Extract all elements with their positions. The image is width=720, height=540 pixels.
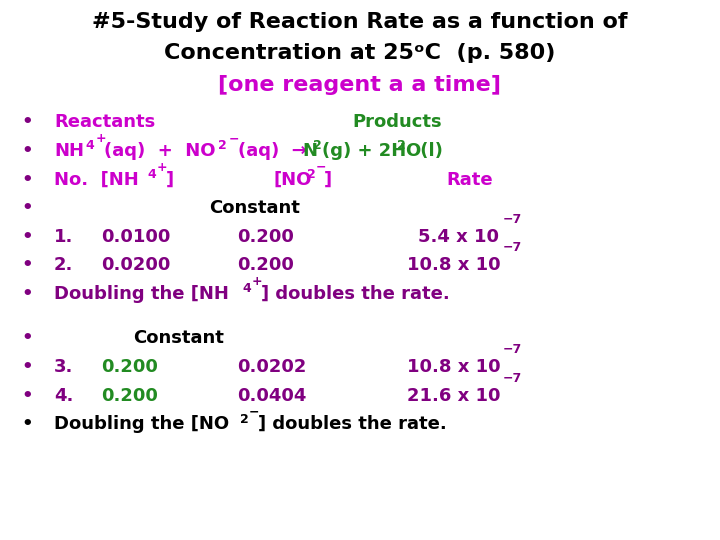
Text: •: • — [22, 285, 33, 303]
Text: ] doubles the rate.: ] doubles the rate. — [261, 285, 449, 303]
Text: 0.0200: 0.0200 — [101, 256, 170, 274]
Text: 2: 2 — [218, 139, 227, 152]
Text: •: • — [22, 256, 33, 274]
Text: 4: 4 — [148, 168, 156, 181]
Text: [NO: [NO — [274, 171, 312, 188]
Text: 0.200: 0.200 — [101, 358, 158, 376]
Text: Doubling the [NH: Doubling the [NH — [54, 285, 229, 303]
Text: 3.: 3. — [54, 358, 73, 376]
Text: 4: 4 — [85, 139, 94, 152]
Text: −: − — [315, 161, 326, 174]
Text: 10.8 x 10: 10.8 x 10 — [407, 358, 500, 376]
Text: (aq)  +  NO: (aq) + NO — [104, 142, 216, 160]
Text: •: • — [22, 358, 33, 376]
Text: −: − — [229, 132, 240, 145]
Text: 21.6 x 10: 21.6 x 10 — [407, 387, 500, 404]
Text: ]: ] — [166, 171, 174, 188]
Text: 1.: 1. — [54, 228, 73, 246]
Text: 4.: 4. — [54, 387, 73, 404]
Text: 0.0404: 0.0404 — [238, 387, 307, 404]
Text: Rate: Rate — [446, 171, 493, 188]
Text: •: • — [22, 329, 33, 347]
Text: •: • — [22, 142, 33, 160]
Text: Doubling the [NO: Doubling the [NO — [54, 415, 229, 433]
Text: +: + — [96, 132, 107, 145]
Text: −7: −7 — [503, 372, 522, 384]
Text: ]: ] — [324, 171, 332, 188]
Text: +: + — [157, 161, 168, 174]
Text: −7: −7 — [503, 213, 522, 226]
Text: Constant: Constant — [133, 329, 224, 347]
Text: [one reagent a a time]: [one reagent a a time] — [218, 75, 502, 94]
Text: 0.200: 0.200 — [101, 387, 158, 404]
Text: •: • — [22, 387, 33, 404]
Text: (aq)  →: (aq) → — [238, 142, 307, 160]
Text: •: • — [22, 199, 33, 217]
Text: 0.0202: 0.0202 — [238, 358, 307, 376]
Text: 5.4 x 10: 5.4 x 10 — [418, 228, 498, 246]
Text: •: • — [22, 228, 33, 246]
Text: •: • — [22, 171, 33, 188]
Text: 2: 2 — [240, 413, 248, 426]
Text: N: N — [302, 142, 318, 160]
Text: Reactants: Reactants — [54, 113, 156, 131]
Text: 0.0100: 0.0100 — [101, 228, 170, 246]
Text: 2: 2 — [397, 139, 406, 152]
Text: (g) + 2H: (g) + 2H — [322, 142, 406, 160]
Text: O(l): O(l) — [405, 142, 444, 160]
Text: 2: 2 — [307, 168, 315, 181]
Text: −: − — [249, 406, 260, 419]
Text: +: + — [252, 275, 263, 288]
Text: #5-Study of Reaction Rate as a function of: #5-Study of Reaction Rate as a function … — [92, 12, 628, 32]
Text: No.  [NH: No. [NH — [54, 171, 139, 188]
Text: 2.: 2. — [54, 256, 73, 274]
Text: Constant: Constant — [209, 199, 300, 217]
Text: 4: 4 — [243, 282, 251, 295]
Text: ] doubles the rate.: ] doubles the rate. — [258, 415, 446, 433]
Text: 10.8 x 10: 10.8 x 10 — [407, 256, 500, 274]
Text: •: • — [22, 113, 33, 131]
Text: NH: NH — [54, 142, 84, 160]
Text: 0.200: 0.200 — [238, 228, 294, 246]
Text: Products: Products — [353, 113, 442, 131]
Text: •: • — [22, 415, 33, 433]
Text: 0.200: 0.200 — [238, 256, 294, 274]
Text: −7: −7 — [503, 343, 522, 356]
Text: 2: 2 — [313, 139, 322, 152]
Text: −7: −7 — [503, 241, 522, 254]
Text: Concentration at 25ᵒC  (p. 580): Concentration at 25ᵒC (p. 580) — [164, 43, 556, 63]
